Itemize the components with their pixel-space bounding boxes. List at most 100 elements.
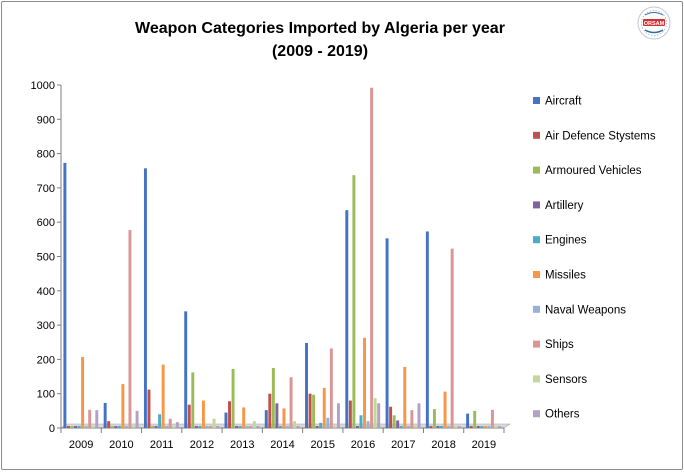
bar <box>373 398 377 428</box>
bar <box>457 426 461 428</box>
bar <box>252 421 256 428</box>
bar <box>425 231 429 428</box>
legend-label: Aircraft <box>545 96 582 108</box>
chart-title: Weapon Categories Imported by Algeria pe… <box>135 20 505 37</box>
legend-swatch <box>533 236 540 244</box>
y-tick-label: 500 <box>37 252 55 264</box>
bar <box>107 421 111 428</box>
x-tick-label: 2018 <box>431 439 455 451</box>
bar <box>359 415 363 428</box>
x-tick-label: 2017 <box>391 439 415 451</box>
bar <box>366 421 370 428</box>
x-tick-label: 2015 <box>311 439 335 451</box>
y-tick-label: 400 <box>37 286 55 298</box>
x-tick-label: 2014 <box>270 439 294 451</box>
bar <box>429 426 433 428</box>
bar <box>132 426 135 428</box>
bar <box>345 210 349 428</box>
bar <box>70 426 74 428</box>
bar <box>66 426 70 428</box>
bar <box>191 372 195 428</box>
y-tick-label: 900 <box>37 114 55 126</box>
bar <box>440 426 443 428</box>
bar <box>168 418 172 428</box>
bar <box>454 426 458 428</box>
bar <box>187 404 191 428</box>
legend-label: Armoured Vehicles <box>545 165 642 177</box>
bar <box>406 426 410 428</box>
legend-label: Ships <box>545 339 574 351</box>
legend: Aircraft Air Defence Stystems Armoured Veh… <box>533 96 656 421</box>
bar <box>410 410 414 428</box>
bar <box>268 393 272 428</box>
legend-label: Naval Weapons <box>545 304 626 316</box>
bar <box>447 426 451 428</box>
bar <box>392 415 396 428</box>
bar <box>216 426 220 428</box>
bar <box>315 426 319 428</box>
bar <box>103 402 107 428</box>
legend-swatch <box>533 271 540 278</box>
bar <box>466 413 470 428</box>
legend-swatch <box>533 131 540 139</box>
bar <box>450 248 454 428</box>
bar <box>77 426 81 428</box>
bar <box>172 426 176 428</box>
bar <box>443 391 447 428</box>
bar <box>399 426 403 428</box>
legend-swatch <box>533 97 540 104</box>
bar <box>242 407 246 428</box>
bar <box>114 426 118 428</box>
bar <box>305 342 308 428</box>
bar <box>469 426 473 428</box>
y-tick-label: 0 <box>49 423 55 435</box>
bar <box>165 426 169 428</box>
y-tick-label: 200 <box>37 354 55 366</box>
y-tick-label: 800 <box>37 149 55 161</box>
bar <box>201 400 205 428</box>
bar <box>282 408 286 428</box>
bar <box>487 426 491 428</box>
bar <box>135 410 139 428</box>
bar <box>286 426 289 428</box>
bar <box>389 406 393 428</box>
bar <box>363 337 366 428</box>
weapon-imports-bar-chart: Weapon Categories Imported by Algeria pe… <box>31 6 671 451</box>
bar <box>436 426 440 428</box>
bar <box>95 410 99 428</box>
bar <box>235 426 239 428</box>
bar <box>198 426 202 428</box>
bar <box>413 426 417 428</box>
plot-area: 0 100 200 300 400 500 600 700 800 900 1000 2009 2010… <box>31 80 511 451</box>
bar <box>81 356 85 428</box>
bar <box>161 364 165 428</box>
bar <box>370 87 374 428</box>
bar <box>249 426 253 428</box>
bar <box>473 410 477 428</box>
y-tick-label: 1000 <box>31 80 55 92</box>
legend-label: Missiles <box>545 270 586 282</box>
legend-label: Artillery <box>545 200 584 212</box>
bar <box>432 409 436 428</box>
bar <box>275 403 279 428</box>
bar <box>194 426 198 428</box>
bar <box>319 422 323 428</box>
bar <box>63 162 67 428</box>
bar <box>396 420 400 428</box>
y-tick-label: 100 <box>37 389 55 401</box>
bar <box>308 393 312 428</box>
orsam-logo-text: ORSAM <box>644 21 665 27</box>
bar <box>84 426 88 428</box>
legend-swatch <box>533 410 540 418</box>
bar <box>494 426 498 428</box>
bar <box>158 414 162 428</box>
y-tick-label: 300 <box>37 320 55 332</box>
bar <box>352 175 356 428</box>
legend-swatch <box>533 340 540 348</box>
bar <box>377 403 381 428</box>
bar <box>184 311 188 428</box>
bar <box>212 418 216 428</box>
bar <box>228 401 231 428</box>
x-tick-label: 2013 <box>230 439 254 451</box>
